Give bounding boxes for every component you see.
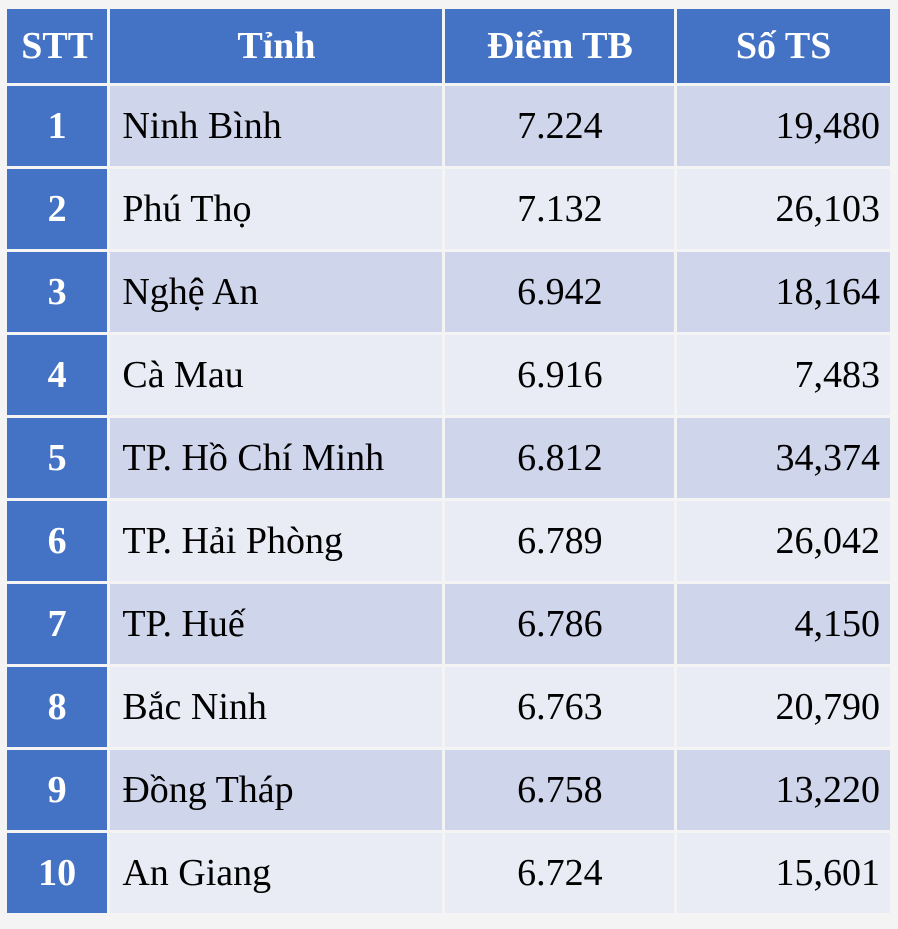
header-tinh: Tỉnh (110, 9, 443, 83)
cell-diem-tb: 7.224 (445, 86, 675, 166)
table-row: 3 Nghệ An 6.942 18,164 (7, 252, 890, 332)
header-diem-tb: Điểm TB (445, 9, 675, 83)
table-header-row: STT Tỉnh Điểm TB Số TS (7, 9, 890, 83)
cell-stt: 5 (7, 418, 108, 498)
cell-tinh: An Giang (110, 833, 443, 913)
cell-diem-tb: 6.916 (445, 335, 675, 415)
cell-stt: 4 (7, 335, 108, 415)
cell-so-ts: 15,601 (677, 833, 890, 913)
table-row: 7 TP. Huế 6.786 4,150 (7, 584, 890, 664)
cell-so-ts: 18,164 (677, 252, 890, 332)
cell-diem-tb: 6.812 (445, 418, 675, 498)
cell-stt: 7 (7, 584, 108, 664)
cell-diem-tb: 6.786 (445, 584, 675, 664)
cell-tinh: TP. Huế (110, 584, 443, 664)
cell-diem-tb: 6.758 (445, 750, 675, 830)
table-row: 4 Cà Mau 6.916 7,483 (7, 335, 890, 415)
table-body: 1 Ninh Bình 7.224 19,480 2 Phú Thọ 7.132 26,103… (7, 86, 890, 913)
table-row: 5 TP. Hồ Chí Minh 6.812 34,374 (7, 418, 890, 498)
cell-stt: 6 (7, 501, 108, 581)
cell-stt: 3 (7, 252, 108, 332)
cell-diem-tb: 6.789 (445, 501, 675, 581)
cell-diem-tb: 6.724 (445, 833, 675, 913)
table-row: 10 An Giang 6.724 15,601 (7, 833, 890, 913)
cell-so-ts: 20,790 (677, 667, 890, 747)
cell-stt: 1 (7, 86, 108, 166)
cell-tinh: Cà Mau (110, 335, 443, 415)
table-row: 6 TP. Hải Phòng 6.789 26,042 (7, 501, 890, 581)
cell-tinh: Phú Thọ (110, 169, 443, 249)
cell-diem-tb: 6.942 (445, 252, 675, 332)
cell-diem-tb: 7.132 (445, 169, 675, 249)
cell-stt: 9 (7, 750, 108, 830)
cell-so-ts: 34,374 (677, 418, 890, 498)
cell-tinh: TP. Hải Phòng (110, 501, 443, 581)
cell-so-ts: 26,103 (677, 169, 890, 249)
cell-so-ts: 19,480 (677, 86, 890, 166)
header-so-ts: Số TS (677, 9, 890, 83)
table-row: 2 Phú Thọ 7.132 26,103 (7, 169, 890, 249)
cell-tinh: Đồng Tháp (110, 750, 443, 830)
cell-diem-tb: 6.763 (445, 667, 675, 747)
cell-tinh: Nghệ An (110, 252, 443, 332)
table-row: 1 Ninh Bình 7.224 19,480 (7, 86, 890, 166)
cell-stt: 8 (7, 667, 108, 747)
cell-tinh: Ninh Bình (110, 86, 443, 166)
cell-so-ts: 26,042 (677, 501, 890, 581)
cell-stt: 10 (7, 833, 108, 913)
table-row: 8 Bắc Ninh 6.763 20,790 (7, 667, 890, 747)
cell-stt: 2 (7, 169, 108, 249)
cell-so-ts: 7,483 (677, 335, 890, 415)
province-score-table: STT Tỉnh Điểm TB Số TS 1 Ninh Bình 7.224 19… (4, 6, 893, 916)
table-row: 9 Đồng Tháp 6.758 13,220 (7, 750, 890, 830)
cell-tinh: Bắc Ninh (110, 667, 443, 747)
cell-tinh: TP. Hồ Chí Minh (110, 418, 443, 498)
cell-so-ts: 4,150 (677, 584, 890, 664)
cell-so-ts: 13,220 (677, 750, 890, 830)
header-stt: STT (7, 9, 108, 83)
